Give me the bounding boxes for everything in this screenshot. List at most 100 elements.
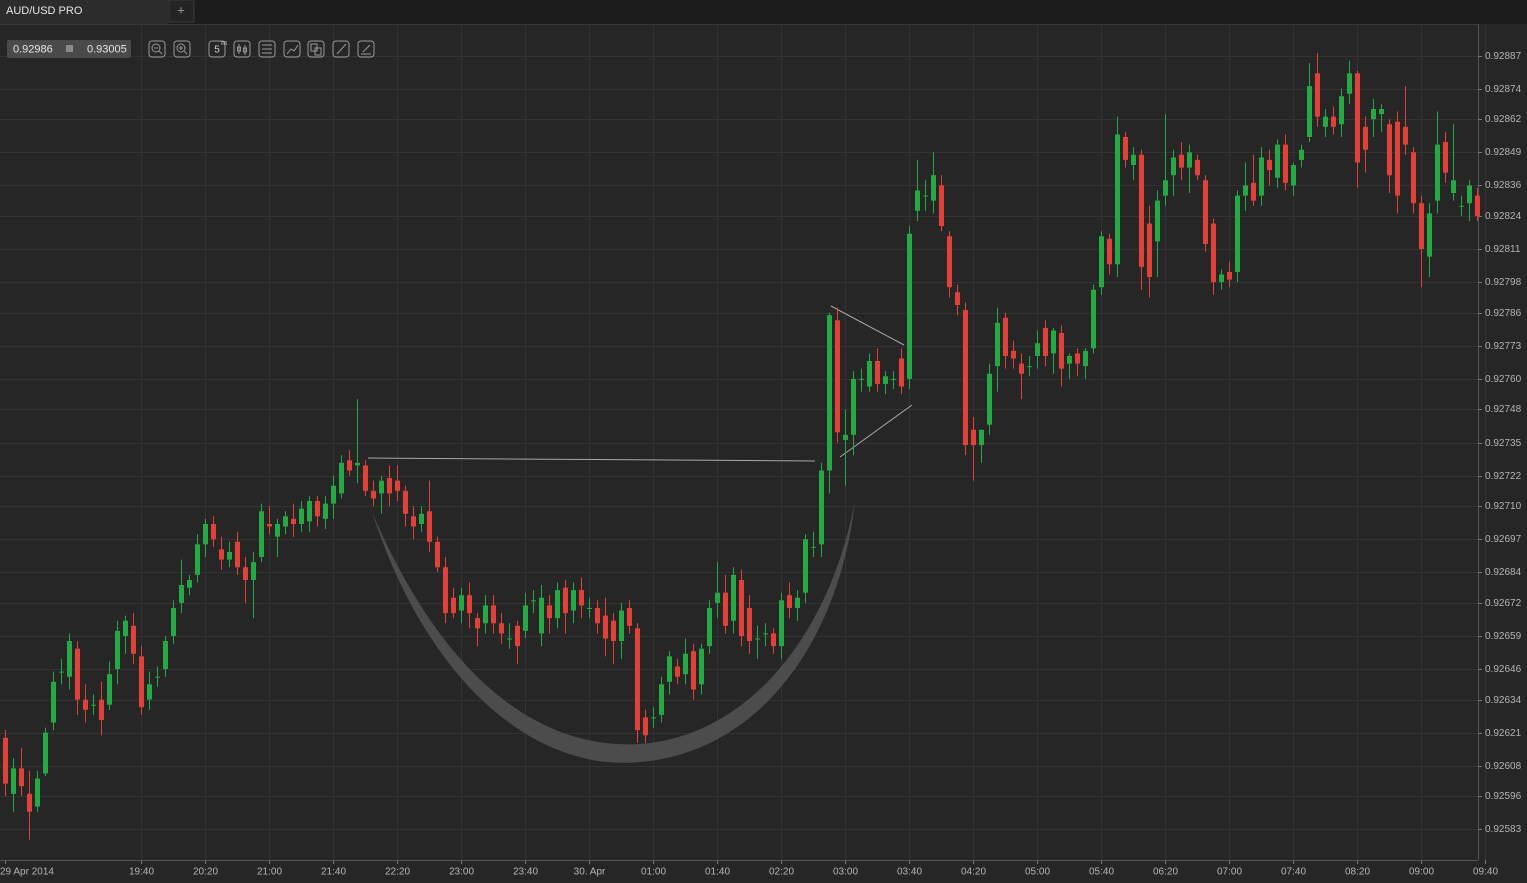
candle-body: [475, 618, 480, 629]
candle-body: [899, 358, 904, 387]
erase-button[interactable]: [357, 40, 375, 58]
candle-body: [395, 480, 400, 491]
candle-body: [1379, 109, 1384, 115]
draw-button[interactable]: [332, 40, 350, 58]
candle-body: [307, 501, 312, 522]
candle-body: [3, 737, 8, 784]
new-tab-label[interactable]: +: [177, 2, 185, 17]
candle-body: [811, 546, 816, 548]
candle-body: [547, 605, 552, 619]
candle-body: [843, 434, 848, 440]
candle-body: [1435, 144, 1440, 201]
candle-body: [139, 656, 144, 708]
candle-body: [459, 595, 464, 611]
candle-body: [299, 508, 304, 524]
tab[interactable]: [0, 0, 168, 24]
candle-body: [443, 567, 448, 614]
y-tick-label: 0.92887: [1485, 51, 1522, 62]
indicators-button[interactable]: [283, 40, 301, 58]
candle-body: [131, 625, 136, 654]
candle-body: [243, 567, 248, 580]
interval-unit[interactable]: m: [221, 40, 227, 47]
candle-body: [995, 322, 1000, 367]
candle-body: [659, 684, 664, 715]
candle-body: [1467, 185, 1472, 204]
candle-body: [1123, 137, 1128, 160]
candle-body: [771, 633, 776, 647]
candle-body: [891, 378, 896, 380]
candle-body: [187, 579, 192, 588]
candle-body: [1363, 126, 1368, 150]
x-tick-label: 23:40: [513, 867, 538, 878]
candle-body: [1443, 142, 1448, 173]
candle-body: [1099, 236, 1104, 288]
candle-body: [531, 600, 536, 602]
candle-body: [563, 587, 568, 614]
candle-body: [155, 676, 160, 678]
zoom-in-button[interactable]: [173, 40, 191, 58]
candle-body: [331, 485, 336, 504]
candle-body: [179, 585, 184, 603]
chart-type-button[interactable]: [233, 40, 251, 58]
candle-body: [59, 671, 64, 673]
candle-body: [947, 236, 952, 288]
tab-title[interactable]: AUD/USD PRO: [6, 5, 83, 17]
candle-body: [963, 310, 968, 446]
candle-body: [283, 516, 288, 527]
interval-value[interactable]: 5: [214, 45, 220, 56]
candle-body: [1075, 353, 1080, 364]
candle-body: [555, 590, 560, 619]
candle-body: [971, 429, 976, 446]
candle-body: [611, 620, 616, 642]
compare-button[interactable]: [307, 40, 325, 58]
candle-body: [363, 465, 368, 491]
candle-body: [1235, 195, 1240, 272]
candle-body: [483, 605, 488, 624]
candle-body: [507, 638, 512, 640]
grid: [0, 25, 1486, 860]
candle-body: [1307, 86, 1312, 138]
candle-body: [51, 681, 56, 723]
candle-body: [1211, 223, 1216, 283]
candle-body: [499, 623, 504, 634]
candle-body: [579, 590, 584, 606]
candle-body: [747, 607, 752, 642]
candle-body: [867, 361, 872, 387]
axes: 0.92887 0.92874 0.92862 0.92849 0.92836 0.928…: [0, 51, 1522, 878]
triangle-upper-drawing: [830, 305, 905, 346]
candle-body: [1131, 154, 1136, 166]
candle-body: [491, 605, 496, 624]
candle-body: [635, 628, 640, 731]
y-tick-label: 0.92634: [1485, 695, 1522, 706]
candle-body: [1163, 180, 1168, 196]
candle-body: [1091, 289, 1096, 349]
candle-body: [1179, 154, 1184, 168]
candle-body: [1027, 366, 1032, 368]
interval-button[interactable]: 5 m: [208, 40, 227, 58]
candle-body: [115, 630, 120, 670]
candle-body: [147, 684, 152, 700]
x-tick-label: 01:40: [705, 867, 730, 878]
settings-button[interactable]: [258, 40, 276, 58]
candle-body: [923, 195, 928, 197]
candle-body: [1219, 274, 1224, 283]
new-tab-button[interactable]: [168, 0, 195, 23]
candle-body: [955, 292, 960, 306]
zoom-out-button[interactable]: [148, 40, 166, 58]
y-tick-label: 0.92862: [1485, 114, 1522, 125]
candle-body: [355, 462, 360, 466]
candle-body: [1275, 144, 1280, 178]
candle-body: [907, 233, 912, 379]
candle-body: [699, 648, 704, 685]
candle-body: [1259, 157, 1264, 196]
candle-body: [123, 620, 128, 636]
candle-body: [379, 480, 384, 494]
candle-body: [515, 625, 520, 647]
candle-body: [1251, 182, 1256, 201]
candle-body: [691, 651, 696, 690]
candle-body: [35, 778, 40, 807]
x-tick-label: 20:20: [193, 867, 218, 878]
candle-body: [651, 717, 656, 719]
candle-body: [91, 704, 96, 706]
